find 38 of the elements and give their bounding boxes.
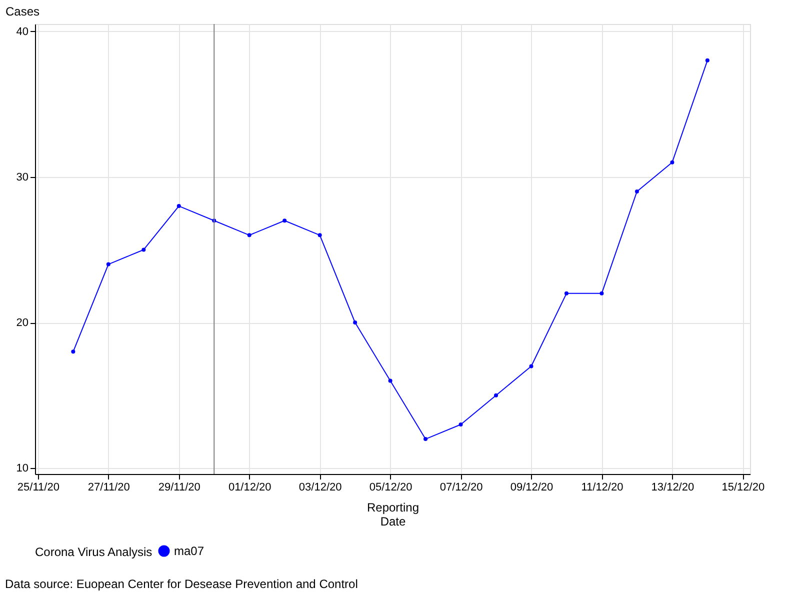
point — [634, 189, 639, 194]
point — [71, 350, 76, 354]
y-axis-title: Cases — [6, 4, 40, 18]
point — [388, 378, 392, 383]
point — [458, 422, 463, 426]
x-tick-label: 07/12/20 — [440, 482, 483, 494]
x-tick-label: 03/12/20 — [298, 482, 342, 494]
point — [600, 291, 604, 296]
point — [247, 233, 252, 238]
point — [176, 204, 181, 208]
point — [424, 437, 428, 442]
y-tick-label: 20 — [16, 317, 28, 330]
x-tick-label: 01/12/20 — [228, 482, 272, 494]
point — [106, 262, 110, 266]
y-tick-label: 10 — [16, 462, 28, 475]
x-axis-title: Reporting Date — [366, 500, 420, 528]
point — [282, 218, 287, 223]
legend-label: ma07 — [174, 544, 204, 558]
point — [142, 248, 146, 252]
y-tick-label: 40 — [16, 26, 28, 38]
x-tick-label: 13/12/20 — [651, 482, 694, 494]
legend-title: Corona Virus Analysis — [35, 545, 152, 559]
x-tick-label: 09/12/20 — [510, 482, 554, 494]
x-tick-label: 25/11/20 — [17, 482, 60, 494]
point — [494, 393, 498, 398]
x-tick-label: 15/12/20 — [722, 482, 765, 494]
x-tick-label: 27/11/20 — [88, 482, 130, 494]
point — [670, 160, 674, 164]
point — [318, 233, 322, 238]
x-tick-label: 05/12/20 — [369, 482, 412, 494]
y-tick-label: 30 — [16, 171, 28, 184]
x-tick-label: 11/12/20 — [581, 482, 624, 494]
x-tick-label: 29/11/20 — [158, 482, 200, 494]
point — [353, 320, 358, 325]
point — [564, 291, 568, 296]
point — [529, 364, 534, 368]
point — [705, 58, 710, 62]
source-note: Data source: Euopean Center for Desease Prevention and Control — [5, 577, 358, 591]
